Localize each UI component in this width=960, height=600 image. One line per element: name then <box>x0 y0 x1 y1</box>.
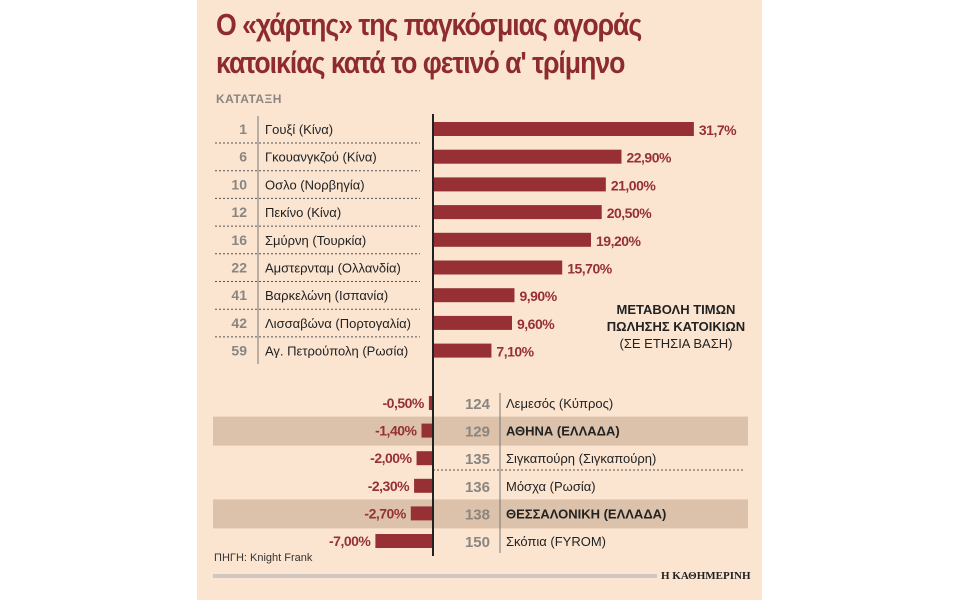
city-label: Οσλο (Νορβηγία) <box>265 177 365 192</box>
city-label: Αγ. Πετρούπολη (Ρωσία) <box>265 344 408 359</box>
bar <box>421 423 433 438</box>
bar <box>433 288 515 303</box>
city-label: Σκόπια (FYROM) <box>506 534 606 549</box>
rank-value: 135 <box>465 451 490 468</box>
data-label: 20,50% <box>607 205 653 221</box>
bar <box>433 205 602 220</box>
city-label: Γουξί (Κίνα) <box>265 122 333 137</box>
city-label: Μόσχα (Ρωσία) <box>506 479 596 494</box>
bar <box>410 506 433 521</box>
brand-logo: Η ΚΑΘΗΜΕΡΙΝΗ <box>661 570 751 582</box>
rank-value: 10 <box>231 176 247 192</box>
city-label: Βαρκελώνη (Ισπανία) <box>265 288 388 303</box>
data-label: 31,7% <box>699 122 737 138</box>
city-label: ΘΕΣΣΑΛΟΝΙΚΗ (ΕΛΛΑΔΑ) <box>506 506 666 521</box>
data-label: 9,90% <box>519 288 557 304</box>
bar <box>433 343 492 358</box>
chart-title: Ο «χάρτης» της παγκόσμιας αγοράς κατοικί… <box>216 6 680 82</box>
data-label: 19,20% <box>596 233 642 249</box>
bar <box>428 396 433 410</box>
footer-rule <box>213 574 657 578</box>
city-label: Λεμεσός (Κύπρος) <box>506 396 613 411</box>
bar <box>433 260 563 275</box>
data-label: 7,10% <box>496 344 534 360</box>
city-label: Γκουανγκζού (Κίνα) <box>265 150 377 165</box>
city-label: Σιγκαπούρη (Σιγκαπούρη) <box>506 451 656 466</box>
legend: ΜΕΤΑΒΟΛΗ ΤΙΜΩΝ ΠΩΛΗΣΗΣ ΚΑΤΟΙΚΙΩΝ (ΣΕ ΕΤΗ… <box>596 301 756 352</box>
city-label: Πεκίνο (Κίνα) <box>265 205 341 220</box>
rank-value: 22 <box>231 260 247 276</box>
data-label: -1,40% <box>375 423 417 439</box>
rank-value: 1 <box>239 121 247 137</box>
highlight-row <box>213 416 748 446</box>
bar <box>375 534 433 548</box>
data-label: 15,70% <box>567 261 613 277</box>
legend-line-3: (ΣΕ ΕΤΗΣΙΑ ΒΑΣΗ) <box>619 336 733 351</box>
city-label: Λισσαβώνα (Πορτογαλία) <box>265 316 411 331</box>
source-note: ΠΗΓΗ: Knight Frank <box>214 552 313 564</box>
rank-value: 138 <box>465 506 490 523</box>
rank-value: 41 <box>231 287 247 303</box>
legend-line-1: ΜΕΤΑΒΟΛΗ ΤΙΜΩΝ <box>616 302 736 317</box>
bar <box>433 177 606 192</box>
highlight-row <box>213 499 748 529</box>
rank-value: 42 <box>231 315 247 331</box>
rank-value: 136 <box>465 479 490 496</box>
data-label: -7,00% <box>329 533 371 549</box>
data-label: -2,70% <box>364 505 406 521</box>
bar <box>433 149 622 164</box>
rank-value: 6 <box>239 149 247 165</box>
data-label: 22,90% <box>626 150 672 166</box>
data-label: -0,50% <box>383 395 425 411</box>
rank-value: 124 <box>465 396 491 413</box>
rank-value: 16 <box>231 232 247 248</box>
legend-line-2: ΠΩΛΗΣΗΣ ΚΑΤΟΙΚΙΩΝ <box>606 319 746 334</box>
bar <box>416 451 433 466</box>
bar <box>433 122 694 136</box>
city-label: Αμστερνταμ (Ολλανδία) <box>265 261 401 276</box>
bar <box>433 315 513 330</box>
bar <box>414 478 433 493</box>
rank-value: 12 <box>231 204 247 220</box>
rank-value: 129 <box>465 424 490 441</box>
rank-value: 150 <box>465 534 490 551</box>
bar <box>433 232 592 247</box>
data-label: 9,60% <box>517 316 555 332</box>
data-label: 21,00% <box>611 177 657 193</box>
rank-value: 59 <box>231 343 247 359</box>
city-label: ΑΘΗΝΑ (ΕΛΛΑΔΑ) <box>506 424 620 439</box>
title-line-1: Ο «χάρτης» της παγκόσμιας αγοράς <box>216 7 642 42</box>
rank-column-label: ΚΑΤΑΤΑΞΗ <box>216 92 282 106</box>
data-label: -2,30% <box>368 478 410 494</box>
data-label: -2,00% <box>370 450 412 466</box>
city-label: Σμύρνη (Τουρκία) <box>265 233 366 248</box>
title-line-2: κατοικίας κατά το φετινό α' τρίμηνο <box>216 45 625 80</box>
